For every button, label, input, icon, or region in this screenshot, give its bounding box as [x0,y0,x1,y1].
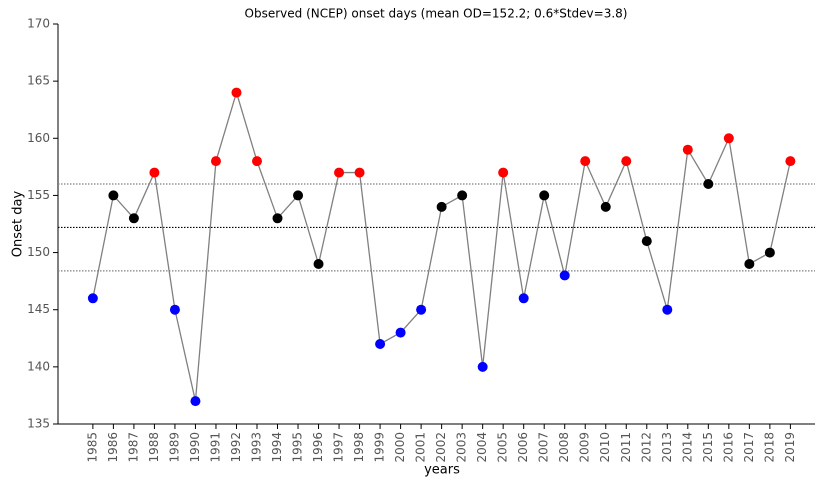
data-point [87,293,98,304]
x-tick-label: 2009 [578,432,592,463]
data-point [416,304,427,315]
x-tick-label: 1987 [126,432,140,463]
data-point [641,236,652,247]
x-tick-label: 1985 [85,432,99,463]
x-tick-label: 2015 [701,432,715,463]
data-point [662,304,673,315]
y-tick-label: 165 [27,74,50,88]
data-point [498,167,509,178]
data-point [272,213,283,224]
data-point [313,259,324,269]
x-tick-label: 2018 [762,432,776,463]
y-tick-label: 145 [27,302,50,316]
data-point [190,396,201,407]
y-tick-label: 170 [27,17,50,31]
x-axis-label: years [424,463,460,477]
x-tick-label: 2001 [414,432,428,463]
data-point [128,213,139,224]
x-tick-label: 2007 [537,432,551,463]
y-tick-label: 150 [27,245,50,259]
data-point [600,201,611,212]
x-tick-label: 2016 [721,432,735,463]
x-tick-label: 2000 [393,432,407,463]
data-point [764,247,775,258]
x-tick-label: 2004 [475,432,489,463]
data-point [354,167,365,178]
data-point [293,190,304,201]
x-tick-label: 2014 [680,432,694,463]
y-axis-label: Onset day [11,191,26,258]
x-tick-label: 2013 [660,432,674,463]
series-line [92,90,792,402]
data-point [457,190,468,201]
chart-title: Observed (NCEP) onset days (mean OD=152.… [245,7,628,21]
x-tick-label: 2003 [455,432,469,463]
x-tick-label: 2011 [619,432,633,463]
x-tick-label: 2019 [783,432,797,463]
y-tick-label: 135 [27,417,50,431]
x-tick-label: 1997 [332,432,346,463]
data-point [703,179,714,189]
data-point [518,293,529,304]
data-point [621,156,632,167]
x-tick-label: 1995 [291,432,305,463]
x-tick-label: 2006 [516,432,530,463]
data-point [149,167,160,178]
x-tick-label: 2012 [639,432,653,463]
x-tick-label: 1986 [106,432,120,463]
data-point [334,167,345,178]
data-point [559,270,570,281]
x-tick-label: 2005 [496,432,510,463]
x-tick-label: 2017 [742,432,756,463]
x-tick-label: 1994 [270,432,284,463]
x-tick-label: 1989 [167,432,181,463]
x-tick-label: 1990 [188,432,202,463]
data-point [477,361,488,372]
x-tick-label: 2008 [557,432,571,463]
data-point [375,339,386,349]
x-tick-label: 1991 [208,432,222,463]
data-point [169,304,180,315]
data-point [231,87,242,98]
data-point [682,144,693,155]
x-tick-label: 1996 [311,432,325,463]
x-tick-label: 2002 [434,432,448,463]
y-tick-label: 140 [27,359,50,373]
x-tick-label: 1998 [352,432,366,463]
x-tick-label: 1993 [249,432,263,463]
data-point [395,327,406,338]
y-tick-label: 155 [27,188,50,202]
x-tick-label: 1992 [229,432,243,463]
data-point [108,190,119,201]
data-point [251,156,262,167]
data-point [744,259,755,269]
x-tick-label: 1999 [373,432,387,463]
data-point [723,133,734,144]
data-point [539,190,550,201]
data-point [785,156,796,167]
x-tick-label: 1988 [147,432,161,463]
y-tick-label: 160 [27,131,50,145]
data-point [580,156,591,167]
x-tick-label: 2010 [598,432,612,463]
data-point [436,201,447,212]
data-point [210,156,221,167]
